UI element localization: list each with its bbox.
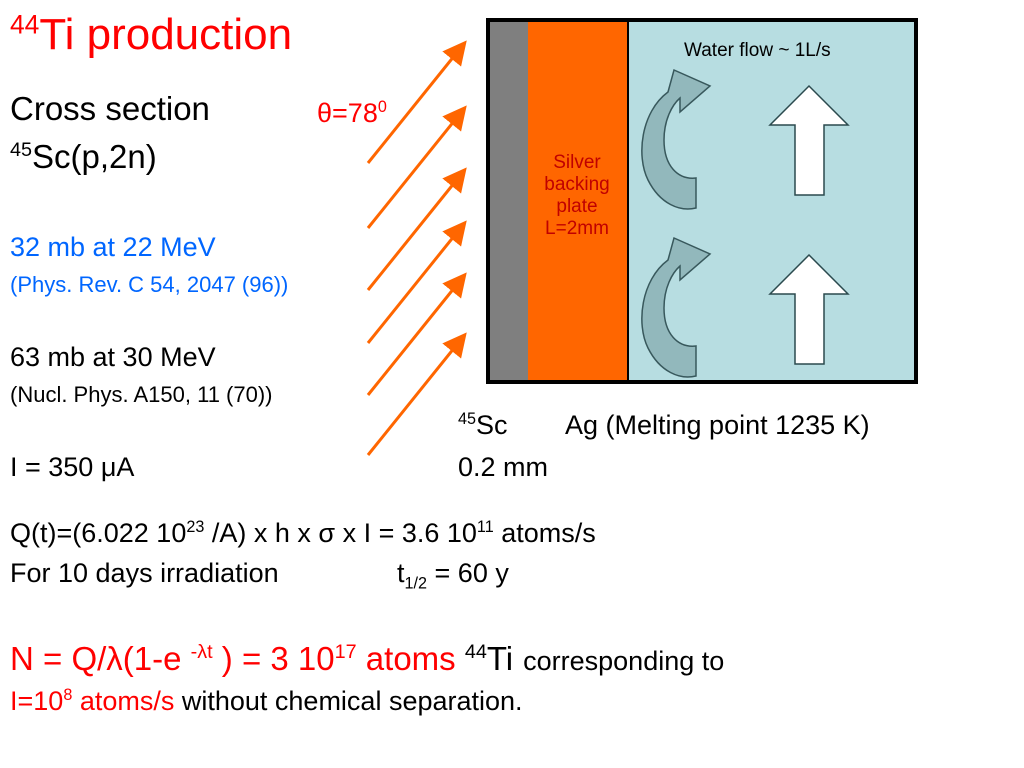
result-formula: N = Q/λ(1-e -λt ) = 3 1017 atoms 44Ti cor… <box>10 640 725 677</box>
plate-label-line: backing <box>544 174 610 195</box>
beam-arrow-icon <box>366 332 467 456</box>
plate-label-line: plate <box>556 196 598 217</box>
target-diagram <box>486 18 918 384</box>
production-rate-formula: Q(t)=(6.022 1023 /A) x h x σ x I = 3.6 1… <box>10 518 596 548</box>
scandium-thickness: 0.2 mm <box>458 452 549 482</box>
beam-arrow-icon <box>366 167 467 291</box>
silver-backing-plate <box>528 22 629 380</box>
measurement-1-value: 32 mb at 22 MeV <box>10 232 216 262</box>
measurement-1-reference: (Phys. Rev. C 54, 2047 (96)) <box>10 272 289 297</box>
cross-section-heading: Cross section <box>10 90 210 127</box>
beam-arrow-icon <box>366 272 467 396</box>
scandium-layer <box>490 22 528 380</box>
scandium-label: 45Sc <box>458 410 508 440</box>
curved-flow-arrow-icon <box>641 68 712 210</box>
curved-flow-arrow-icon <box>641 236 712 378</box>
measurement-2-reference: (Nucl. Phys. A150, 11 (70)) <box>10 382 273 407</box>
beam-arrow-icon <box>366 220 467 344</box>
intensity-statement: I=108 atoms/s without chemical separatio… <box>10 686 523 716</box>
reaction-label: 45Sc(p,2n) <box>10 138 157 175</box>
half-life: t1/2 = 60 y <box>397 558 509 593</box>
beam-angle-label: θ=780 <box>317 98 387 128</box>
measurement-2-value: 63 mb at 30 MeV <box>10 342 216 372</box>
up-flow-arrow-icon <box>768 253 850 365</box>
beam-arrow-icon <box>366 40 467 164</box>
beam-arrow-icon <box>366 105 467 229</box>
water-flow-label: Water flow ~ 1L/s <box>684 40 831 61</box>
up-flow-arrow-icon <box>768 84 850 196</box>
beam-current: I = 350 μA <box>10 452 135 482</box>
plate-label: Silver backing plate L=2mm <box>531 152 623 240</box>
plate-label-line: Silver <box>553 152 601 173</box>
irradiation-time: For 10 days irradiation <box>10 558 279 588</box>
slide-title: 44Ti production <box>10 9 293 59</box>
plate-label-line: L=2mm <box>545 218 609 239</box>
silver-label: Ag (Melting point 1235 K) <box>565 410 870 440</box>
